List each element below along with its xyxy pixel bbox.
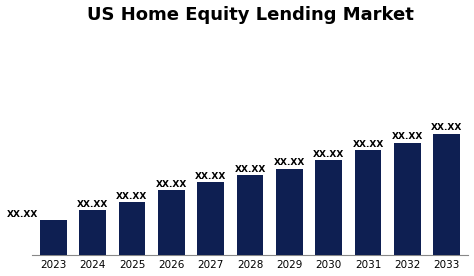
Text: XX.XX: XX.XX <box>431 123 463 132</box>
Text: XX.XX: XX.XX <box>116 192 148 201</box>
Text: XX.XX: XX.XX <box>155 180 187 189</box>
Bar <box>118 202 146 255</box>
Text: XX.XX: XX.XX <box>392 132 423 141</box>
Text: XX.XX: XX.XX <box>77 200 109 209</box>
Bar <box>158 190 185 255</box>
Text: XX.XX: XX.XX <box>352 140 384 149</box>
Text: XX.XX: XX.XX <box>195 172 227 181</box>
Text: XX.XX: XX.XX <box>7 210 38 219</box>
Bar <box>433 134 460 255</box>
Bar <box>40 220 67 255</box>
Text: XX.XX: XX.XX <box>234 165 266 174</box>
Bar <box>237 176 264 255</box>
Text: XX.XX: XX.XX <box>273 158 305 167</box>
Bar <box>79 210 106 255</box>
Bar <box>355 150 382 255</box>
Bar <box>315 160 342 255</box>
Bar <box>276 169 303 255</box>
Bar <box>394 143 421 255</box>
Text: XX.XX: XX.XX <box>313 150 345 159</box>
Bar <box>197 182 224 255</box>
Title: US Home Equity Lending Market: US Home Equity Lending Market <box>87 6 413 23</box>
